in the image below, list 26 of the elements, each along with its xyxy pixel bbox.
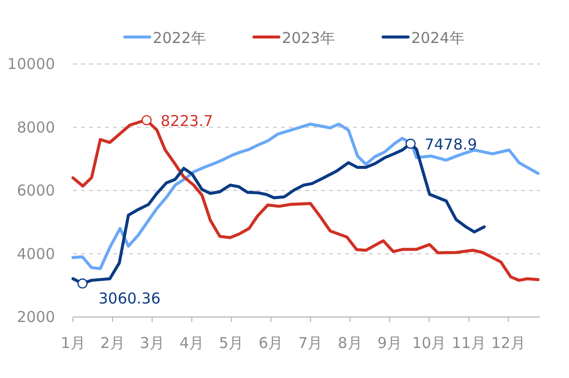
point xyxy=(77,278,88,289)
point xyxy=(405,138,416,149)
y-tick-label: 4000 xyxy=(16,244,55,263)
x-tick-label: 5月 xyxy=(219,334,244,352)
x-tick-label: 11月 xyxy=(452,334,486,352)
point xyxy=(142,115,152,126)
x-tick-label: 2月 xyxy=(100,334,125,352)
y-tick-label: 8000 xyxy=(16,118,55,136)
x-tick-label: 10月 xyxy=(412,334,446,352)
annotation: 8223.7 xyxy=(160,112,214,130)
legend-label: 2022年 xyxy=(152,29,206,47)
annotation: 7478.9 xyxy=(424,136,478,154)
y-tick-label: 10000 xyxy=(7,55,55,73)
x-tick-label: 1月 xyxy=(60,334,86,352)
x-tick-label: 9月 xyxy=(377,334,402,352)
x-tick-label: 7月 xyxy=(298,334,323,352)
y-tick-label: 2000 xyxy=(16,308,55,326)
x-tick-label: 12月 xyxy=(491,334,526,352)
x-tick-label: 3月 xyxy=(140,334,164,352)
legend-label: 2024年 xyxy=(411,29,464,47)
x-tick-label: 4月 xyxy=(179,334,204,352)
x-tick-label: 6月 xyxy=(258,334,284,352)
annotation: 3060.36 xyxy=(98,289,161,308)
y-tick-label: 6000 xyxy=(16,182,55,200)
legend-label: 2023年 xyxy=(282,29,336,47)
x-tick-label: 8月 xyxy=(338,334,362,352)
